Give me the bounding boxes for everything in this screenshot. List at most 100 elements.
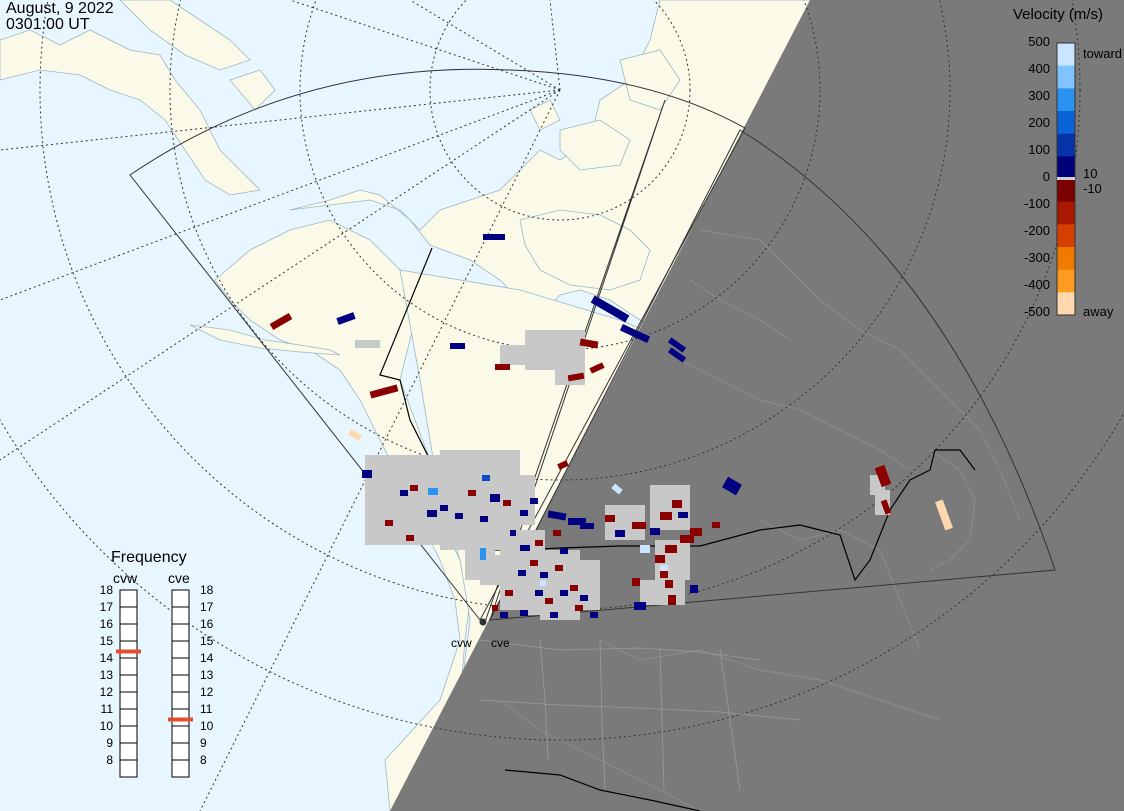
velocity-cell <box>269 312 293 331</box>
colorbar-segment <box>1057 156 1075 180</box>
colorbar-segment <box>1057 88 1075 112</box>
frequency-marker <box>116 649 141 654</box>
velocity-cell <box>722 476 742 496</box>
velocity-cell <box>490 494 500 502</box>
colorbar-segment <box>1057 292 1075 316</box>
ground-scatter-cell <box>415 530 465 545</box>
frequency-scale-label: 17 <box>99 600 113 614</box>
velocity-cell <box>348 429 362 441</box>
frequency-scale-label: 15 <box>99 634 113 648</box>
frequency-radar-1-label: cvw <box>113 570 138 586</box>
frequency-scale-label: 13 <box>99 668 113 682</box>
velocity-cell <box>640 545 650 553</box>
ground-scatter-cell <box>580 560 600 610</box>
velocity-cell <box>450 343 465 349</box>
velocity-cell <box>590 295 630 323</box>
velocity-cell <box>560 590 568 596</box>
frequency-scale-label: 10 <box>200 719 214 733</box>
velocity-cell <box>935 499 953 531</box>
velocity-cell <box>510 530 516 536</box>
velocity-cell <box>530 560 538 566</box>
colorbar-tick-label: 300 <box>1028 88 1050 103</box>
velocity-cell <box>400 490 408 496</box>
velocity-cell <box>385 520 393 526</box>
frequency-scale-label: 13 <box>200 668 214 682</box>
frequency-marker <box>168 717 193 722</box>
colorbar-tick-label: 500 <box>1028 34 1050 49</box>
frequency-scale-label: 11 <box>200 702 213 716</box>
frequency-scale-label: 9 <box>106 736 113 750</box>
site-label-cvw: cvw <box>451 636 472 650</box>
colorbar-segment <box>1057 179 1075 203</box>
velocity-cell <box>632 522 646 529</box>
velocity-cell <box>410 485 418 491</box>
ground-scatter-cell <box>355 340 380 348</box>
arctic-island <box>529 99 561 131</box>
velocity-cell <box>495 364 510 370</box>
colorbar-tick-label: -300 <box>1023 250 1050 265</box>
frequency-radar-2-label: cve <box>168 570 190 586</box>
velocity-cell <box>660 570 668 578</box>
velocity-cell <box>660 512 672 520</box>
velocity-cell <box>555 565 563 571</box>
frequency-scale-label: 8 <box>200 753 207 767</box>
velocity-cell <box>665 545 677 553</box>
velocity-cell <box>665 580 673 588</box>
velocity-cells <box>269 234 953 618</box>
velocity-cell <box>690 528 702 536</box>
arctic-island <box>559 119 631 171</box>
velocity-cell <box>580 523 594 529</box>
frequency-gauges <box>116 589 193 778</box>
velocity-cell <box>468 490 476 496</box>
arctic-island <box>519 209 651 291</box>
velocity-cell <box>712 522 720 528</box>
velocity-cell <box>540 580 546 586</box>
frequency-scale-label: 16 <box>99 617 113 631</box>
velocity-cell <box>672 500 682 508</box>
velocity-cell <box>579 338 599 349</box>
velocity-cell <box>530 498 538 504</box>
frequency-scale-label: 16 <box>200 617 214 631</box>
colorbar-segment <box>1057 269 1075 293</box>
date-label: August, 9 2022 <box>6 0 114 17</box>
velocity-cell <box>678 512 688 518</box>
velocity-cell <box>568 518 586 525</box>
velocity-cell <box>550 612 558 618</box>
frequency-scale-label: 10 <box>99 719 113 733</box>
velocity-cell <box>553 530 561 536</box>
velocity-cell <box>545 598 553 604</box>
velocity-cell <box>632 578 640 586</box>
velocity-cell <box>535 540 543 546</box>
velocity-cell <box>619 323 651 344</box>
frequency-scale-label: 14 <box>200 651 214 665</box>
frequency-scale-label: 11 <box>100 702 113 716</box>
colorbar-segment <box>1057 133 1075 157</box>
velocity-cell <box>874 464 892 488</box>
frequency-scale-label: 12 <box>99 685 113 699</box>
velocity-colorbar <box>1056 42 1076 316</box>
velocity-cell <box>611 483 623 495</box>
colorbar-segment <box>1057 65 1075 89</box>
night-coastlines <box>499 229 1021 811</box>
frequency-scale-label: 18 <box>200 583 214 597</box>
frequency-scale-label: 8 <box>106 753 113 767</box>
velocity-cell <box>547 510 567 521</box>
colorbar-tick-label: -400 <box>1023 277 1050 292</box>
velocity-cell <box>660 565 668 571</box>
velocity-cell <box>605 515 615 522</box>
velocity-cell <box>369 384 399 399</box>
site-label-cve: cve <box>491 636 510 650</box>
ground-scatter-cell <box>500 345 530 365</box>
chukotka-land <box>119 0 251 71</box>
velocity-cell <box>570 585 578 591</box>
colorbar-segment <box>1057 201 1075 225</box>
arctic-island <box>619 49 681 111</box>
colorbar-tick-label: 100 <box>1028 142 1050 157</box>
velocity-cell <box>540 572 548 578</box>
velocity-cell <box>567 372 585 382</box>
colorbar-tick-label: -100 <box>1023 196 1050 211</box>
velocity-cell <box>634 602 646 610</box>
colorbar-tick-label: 0 <box>1042 169 1050 184</box>
velocity-cell <box>589 362 605 374</box>
